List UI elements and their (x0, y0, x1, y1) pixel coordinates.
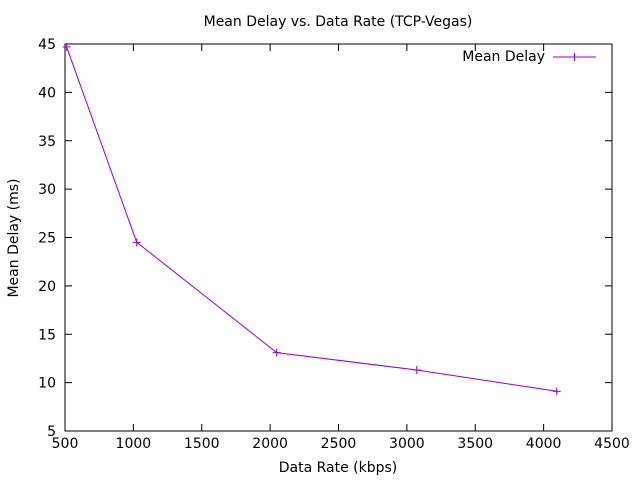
y-tick-label: 40 (38, 85, 56, 101)
x-axis: 500 1000 1500 2000 2500 3000 3500 4000 4500 (52, 44, 630, 452)
x-tick-label: 2000 (252, 436, 288, 452)
y-axis: 5 10 15 20 25 30 35 40 45 (38, 37, 612, 440)
y-tick-label: 20 (38, 279, 56, 295)
x-tick-label: 500 (52, 436, 79, 452)
x-tick-label: 1500 (184, 436, 220, 452)
x-tick-label: 2500 (321, 436, 357, 452)
x-tick-label: 4000 (526, 436, 562, 452)
legend-label-mean-delay: Mean Delay (462, 49, 545, 65)
series-line-mean-delay (66, 46, 557, 392)
legend: Mean Delay (462, 49, 596, 65)
y-axis-label: Mean Delay (ms) (6, 178, 22, 297)
series-layer (62, 42, 561, 396)
plot-border (64, 43, 613, 432)
data-point (132, 238, 141, 247)
y-tick-label: 25 (38, 231, 56, 247)
x-tick-label: 3500 (457, 436, 493, 452)
y-tick-label: 30 (38, 182, 56, 198)
y-tick-label: 45 (38, 37, 56, 53)
x-tick-label: 1000 (116, 436, 152, 452)
y-tick-label: 35 (38, 134, 56, 150)
data-point (62, 42, 71, 51)
plot-frame (64, 43, 613, 432)
legend-marker-sample (570, 53, 579, 61)
x-axis-label: Data Rate (kbps) (279, 460, 398, 476)
y-tick-label: 15 (38, 327, 56, 343)
y-tick-label: 10 (38, 376, 56, 392)
x-tick-label: 3000 (389, 436, 425, 452)
y-tick-label: 5 (47, 424, 56, 440)
data-point (412, 366, 421, 375)
x-tick-label: 4500 (594, 436, 630, 452)
data-point (552, 387, 561, 396)
data-point (272, 348, 281, 357)
chart-title: Mean Delay vs. Data Rate (TCP-Vegas) (204, 14, 473, 30)
